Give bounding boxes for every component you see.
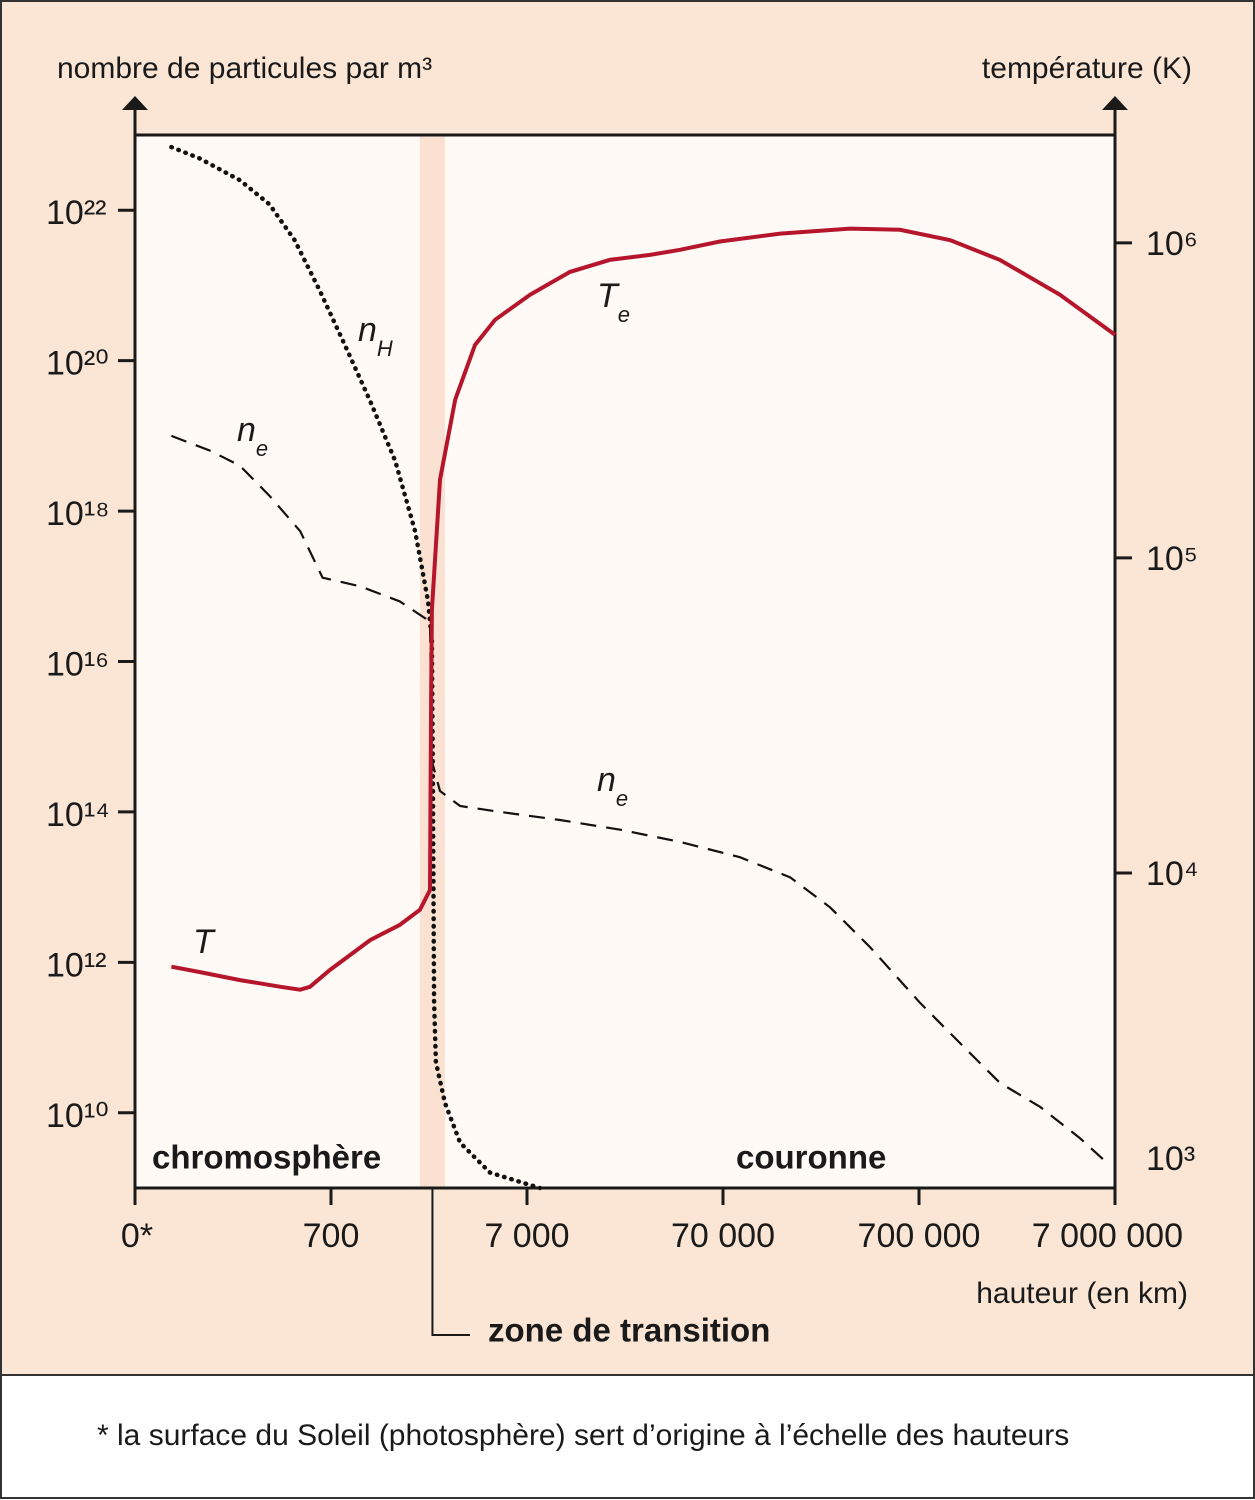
x-tick-label: 7 000: [484, 1217, 569, 1255]
plot-layer: 10¹⁰ 10¹² 10¹⁴ 10¹⁶ 10¹⁸ 10²⁰ 10²² 10³ 10⁴ 10⁵ 10⁶…: [46, 96, 1198, 1336]
footer: [0, 1374, 1255, 1499]
y2-tick-label: 10³: [1146, 1140, 1195, 1178]
x-tick-label: 70 000: [671, 1217, 775, 1255]
curve-label-main: n: [358, 311, 377, 349]
y-tick-label: 10²⁰: [46, 345, 109, 383]
y-tick-label: 10¹⁸: [46, 495, 109, 533]
curve-label-main: T: [193, 923, 216, 961]
x-tick-label: 700: [303, 1217, 360, 1255]
y2-tick-label: 10⁴: [1146, 855, 1198, 893]
series-line: [169, 144, 543, 1191]
y2-axis-arrow: [1102, 96, 1128, 110]
y2-axis-title: température (K): [982, 52, 1192, 85]
curve-label: Te: [597, 277, 630, 327]
y2-tick-label: 10⁶: [1146, 225, 1198, 263]
region-label: chromosphère: [152, 1139, 381, 1176]
x-axis-title: hauteur (en km): [976, 1277, 1188, 1310]
curve-label-sub: e: [616, 786, 628, 811]
plot-area: [135, 135, 1115, 1188]
y2-tick-label: 10⁵: [1146, 540, 1198, 578]
y-tick-label: 10¹²: [46, 946, 106, 984]
x-tick-label: 700 000: [858, 1217, 981, 1255]
y-axis-arrow: [122, 96, 148, 110]
y-tick-label: 10¹⁴: [46, 796, 110, 834]
curve-label: ne: [237, 411, 268, 461]
region-label: couronne: [736, 1139, 886, 1176]
curve-label: nH: [358, 311, 393, 361]
y-axis-title: nombre de particules par m³: [57, 52, 432, 85]
curve-label-main: T: [597, 277, 620, 315]
curve-label-main: n: [597, 761, 616, 799]
y-tick-label: 10²²: [46, 194, 106, 232]
x-tick-label: 7 000 000: [1032, 1217, 1183, 1255]
transition-pointer: [431, 1188, 470, 1336]
curve-label-sub: e: [618, 302, 630, 327]
curve-label-sub: e: [256, 436, 268, 461]
series-line: [171, 226, 1117, 992]
series-line: [171, 434, 1109, 1165]
y-tick-label: 10¹⁰: [46, 1097, 109, 1135]
curve-label: ne: [597, 761, 628, 811]
transition-label: zone de transition: [488, 1312, 770, 1349]
curve-label-sub: H: [377, 336, 393, 361]
footnote: * la surface du Soleil (photosphère) ser…: [97, 1419, 1069, 1452]
x-tick-label: 0*: [121, 1217, 153, 1255]
curve-label: T: [193, 923, 216, 961]
y-tick-label: 10¹⁶: [46, 645, 109, 683]
curve-label-main: n: [237, 411, 256, 449]
